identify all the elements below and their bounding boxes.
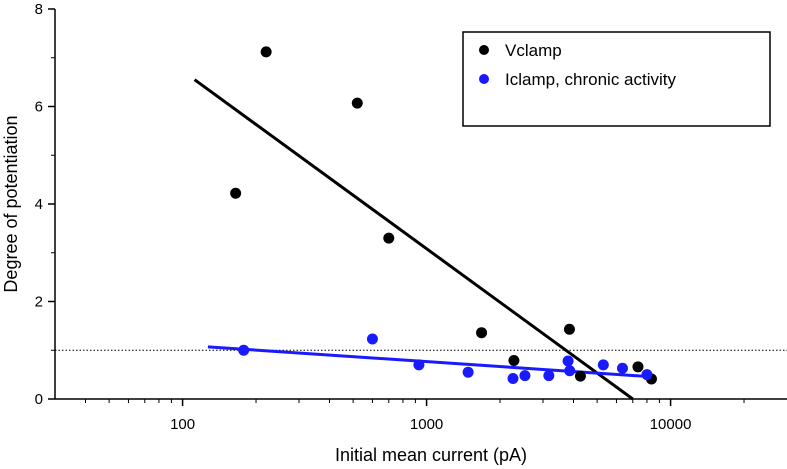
data-point-series-1 bbox=[562, 355, 574, 367]
legend-marker-iclamp bbox=[479, 74, 489, 84]
data-point-series-1 bbox=[366, 333, 378, 345]
y-tick-label: 6 bbox=[35, 99, 43, 116]
data-point-series-0 bbox=[508, 354, 520, 366]
data-point-series-0 bbox=[260, 46, 272, 58]
legend: Vclamp Iclamp, chronic activity bbox=[462, 31, 771, 127]
y-tick-label: 8 bbox=[35, 1, 43, 18]
legend-label-iclamp: Iclamp, chronic activity bbox=[505, 70, 676, 89]
x-axis-title: Initial mean current (pA) bbox=[335, 445, 527, 465]
x-tick-label: 100 bbox=[170, 416, 195, 433]
legend-marker-vclamp bbox=[479, 45, 489, 55]
legend-label-vclamp: Vclamp bbox=[505, 41, 562, 60]
data-point-series-1 bbox=[597, 359, 609, 371]
data-point-series-1 bbox=[564, 365, 576, 377]
tick-labels: 0 2 4 6 8 100 1000 10000 bbox=[35, 1, 692, 433]
x-tick-label: 1000 bbox=[410, 416, 443, 433]
data-point-series-0 bbox=[383, 232, 395, 244]
data-points bbox=[230, 46, 657, 385]
x-tick-label: 10000 bbox=[650, 416, 692, 433]
data-point-series-1 bbox=[543, 370, 555, 382]
y-tick-label: 4 bbox=[35, 196, 43, 213]
data-point-series-1 bbox=[413, 359, 425, 371]
data-point-series-0 bbox=[563, 323, 575, 335]
axes bbox=[48, 8, 787, 406]
fit-line-series-1 bbox=[207, 345, 656, 379]
y-axis-title: Degree of potentiation bbox=[1, 115, 21, 292]
data-point-series-1 bbox=[238, 344, 250, 356]
data-point-series-1 bbox=[616, 362, 628, 374]
data-point-series-1 bbox=[641, 369, 653, 381]
data-point-series-0 bbox=[632, 361, 644, 373]
fit-line-series-0 bbox=[193, 78, 634, 401]
fit-lines bbox=[193, 78, 656, 401]
y-tick-label: 0 bbox=[35, 391, 43, 408]
data-point-series-1 bbox=[519, 370, 531, 382]
data-point-series-0 bbox=[230, 187, 242, 199]
legend-box bbox=[462, 31, 771, 127]
data-point-series-1 bbox=[507, 373, 519, 385]
y-tick-label: 2 bbox=[35, 294, 43, 311]
data-point-series-0 bbox=[351, 97, 363, 109]
data-point-series-1 bbox=[462, 366, 474, 378]
data-point-series-0 bbox=[476, 327, 488, 339]
data-point-series-0 bbox=[574, 370, 586, 382]
